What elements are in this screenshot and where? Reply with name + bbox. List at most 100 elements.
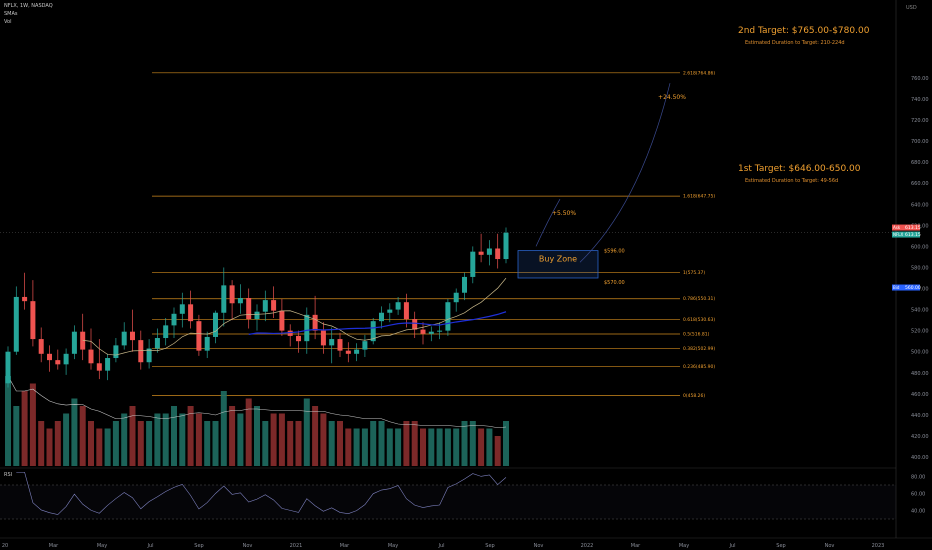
y-tick-label: 520.00 <box>911 329 929 335</box>
price-tag-name-bg <box>892 284 904 291</box>
candle-body <box>47 353 52 361</box>
y-tick-label: 700.00 <box>911 139 929 145</box>
volume-bar <box>494 436 501 466</box>
y-tick-label: 660.00 <box>911 181 929 187</box>
candle-body <box>96 363 102 371</box>
volume-bar <box>63 413 70 466</box>
fib-level-label: 1.618(647.75) <box>683 194 715 200</box>
volume-bar <box>444 428 451 466</box>
y-tick-label: 640.00 <box>911 202 929 208</box>
volume-bar <box>428 428 435 466</box>
volume-bar <box>96 428 103 466</box>
volume-bar <box>212 421 219 466</box>
candle-body <box>337 339 343 351</box>
volume-bar <box>146 421 153 466</box>
volume-bar <box>171 406 177 466</box>
target1-duration: Estimated Duration to Target: 49-56d <box>745 178 839 184</box>
x-tick-label: Mar <box>49 543 59 549</box>
price-tag-value-bg <box>904 224 920 231</box>
volume-bar <box>121 413 128 466</box>
x-tick-label: Sep <box>485 543 494 549</box>
fib-level-label: 0.5(516.81) <box>683 331 710 337</box>
rsi-tick-label: 40.00 <box>911 509 925 515</box>
fib-level-label: 2.618(764.86) <box>683 70 715 76</box>
candle-body <box>213 312 218 337</box>
x-tick-label: Jul <box>437 543 444 549</box>
candle-body <box>304 314 310 342</box>
volume-bar <box>154 413 161 466</box>
volume-bar <box>137 421 144 466</box>
x-tick-label: Jul <box>728 543 735 549</box>
candle-body <box>312 314 318 331</box>
candle-body <box>30 301 36 340</box>
candle-body <box>420 329 426 334</box>
candle-body <box>271 300 277 311</box>
volume-bar <box>478 428 485 466</box>
candle-body <box>246 297 252 320</box>
volume-ma-line <box>7 375 507 429</box>
volume-bar <box>395 428 402 466</box>
currency-label: USD <box>906 5 917 11</box>
volume-bar <box>204 421 211 466</box>
x-tick-label: 2023 <box>872 543 885 549</box>
volume-bar <box>71 398 78 466</box>
candle-body <box>171 313 177 326</box>
volume-bar <box>436 428 443 466</box>
volume-bar <box>88 421 94 466</box>
candle-body <box>163 325 169 339</box>
candle-body <box>345 350 351 354</box>
candle-body <box>221 285 227 313</box>
candle-body <box>130 331 135 341</box>
y-tick-label: 720.00 <box>911 118 929 124</box>
candle-body <box>370 321 376 342</box>
volume-bar <box>312 406 319 466</box>
y-tick-label: 460.00 <box>911 392 929 398</box>
candle-body <box>478 251 484 255</box>
volume-bar <box>104 428 111 466</box>
y-tick-label: 480.00 <box>911 371 929 377</box>
volume-bar <box>320 413 327 466</box>
volume-bar <box>245 398 252 466</box>
x-tick-label: Nov <box>243 543 253 549</box>
rsi-line <box>16 471 507 515</box>
volume-bar <box>46 428 53 466</box>
volume-bar <box>270 413 277 466</box>
candle-body <box>237 297 243 304</box>
candle-body <box>437 330 443 332</box>
y-tick-label: 420.00 <box>911 434 929 440</box>
candle-body <box>71 331 77 354</box>
candle-body <box>279 310 285 331</box>
x-tick-label: Jul <box>146 543 153 549</box>
candle-body <box>254 311 260 320</box>
x-tick-label: Mar <box>340 543 350 549</box>
candle-body <box>22 296 28 302</box>
price-tag-value-bg <box>904 231 920 238</box>
candle-body <box>138 340 144 363</box>
x-tick-label: Nov <box>534 543 544 549</box>
candle-body <box>188 304 194 322</box>
volume-bar <box>469 421 476 466</box>
volume-bar <box>38 421 45 466</box>
volume-bar <box>303 398 310 466</box>
candle-body <box>495 248 501 260</box>
volume-bar <box>229 406 236 466</box>
candle-body <box>503 232 509 260</box>
volume-bar <box>262 421 269 466</box>
candle-body <box>403 302 409 320</box>
candle-body <box>486 248 492 255</box>
candle-body <box>329 339 335 346</box>
x-tick-label: Mar <box>631 543 641 549</box>
volume-indicator-label: Vol <box>4 19 12 25</box>
volume-bar <box>220 391 227 466</box>
target1-title: 1st Target: $646.00-650.00 <box>738 164 861 174</box>
volume-bar <box>411 421 418 466</box>
symbol-label: NFLX, 1W, NASDAQ <box>4 3 53 9</box>
zone-top-label: $596.00 <box>604 249 625 255</box>
x-tick-label: May <box>97 543 107 549</box>
y-tick-label: 540.00 <box>911 308 929 314</box>
candle-body <box>362 341 368 350</box>
y-tick-label: 440.00 <box>911 413 929 419</box>
volume-bar <box>328 421 335 466</box>
volume-bar <box>453 428 460 466</box>
